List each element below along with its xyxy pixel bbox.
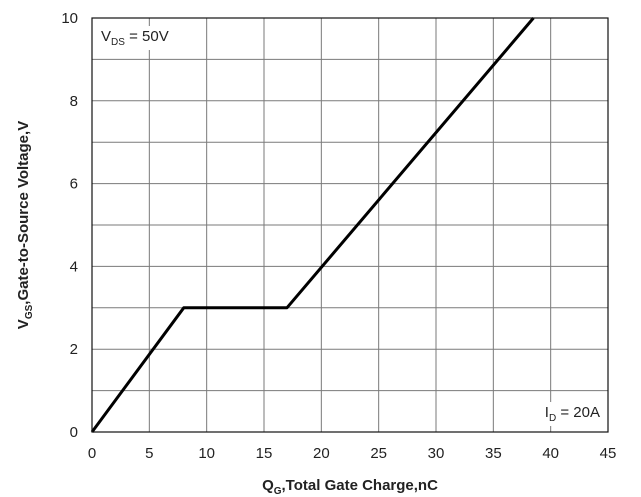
y-tick-label: 2	[70, 341, 78, 358]
x-axis-label-main: Q	[262, 477, 274, 494]
x-tick-label: 35	[485, 445, 502, 462]
id-annotation-rest: = 20A	[556, 404, 600, 421]
series-line	[90, 17, 535, 433]
plot-frame	[91, 17, 609, 433]
y-axis-label-main: V	[15, 319, 32, 329]
grid-lines	[92, 18, 608, 432]
y-tick-label: 4	[70, 258, 78, 275]
x-tick-label: 0	[88, 445, 96, 462]
vds-annotation-rest: = 50V	[125, 28, 169, 45]
y-tick-label: 10	[61, 10, 78, 27]
x-tick-label: 20	[313, 445, 330, 462]
x-tick-label: 15	[256, 445, 273, 462]
x-tick-label: 10	[198, 445, 215, 462]
vds-annotation: VDS = 50V	[101, 28, 169, 48]
series-group	[90, 17, 535, 433]
y-axis-ticks: 0 2 4 6 8 10	[61, 10, 78, 441]
y-tick-label: 8	[70, 93, 78, 110]
y-tick-label: 0	[70, 424, 78, 441]
vds-annotation-sub: DS	[111, 37, 125, 48]
y-axis-label: VGS,Gate-to-Source Voltage,V	[15, 121, 35, 329]
x-tick-label: 45	[600, 445, 617, 462]
x-axis-label-rest: ,Total Gate Charge,nC	[282, 477, 439, 494]
x-axis-label-sub: G	[274, 486, 282, 497]
y-axis-label-sub: GS	[24, 304, 35, 319]
x-tick-label: 30	[428, 445, 445, 462]
id-annotation-sub: D	[549, 413, 556, 424]
x-tick-label: 25	[370, 445, 387, 462]
id-annotation-background	[541, 402, 603, 426]
y-axis-label-rest: ,Gate-to-Source Voltage,V	[15, 121, 32, 305]
x-axis-ticks: 0 5 10 15 20 25 30 35 40 45	[88, 445, 617, 462]
x-tick-label: 5	[145, 445, 153, 462]
vds-annotation-background	[98, 26, 172, 50]
id-annotation-main: I	[545, 404, 549, 421]
y-tick-label: 6	[70, 176, 78, 193]
vds-annotation-main: V	[101, 28, 111, 45]
x-tick-label: 40	[542, 445, 559, 462]
id-annotation: ID = 20A	[545, 404, 600, 424]
x-axis-label: QG,Total Gate Charge,nC	[262, 477, 438, 497]
